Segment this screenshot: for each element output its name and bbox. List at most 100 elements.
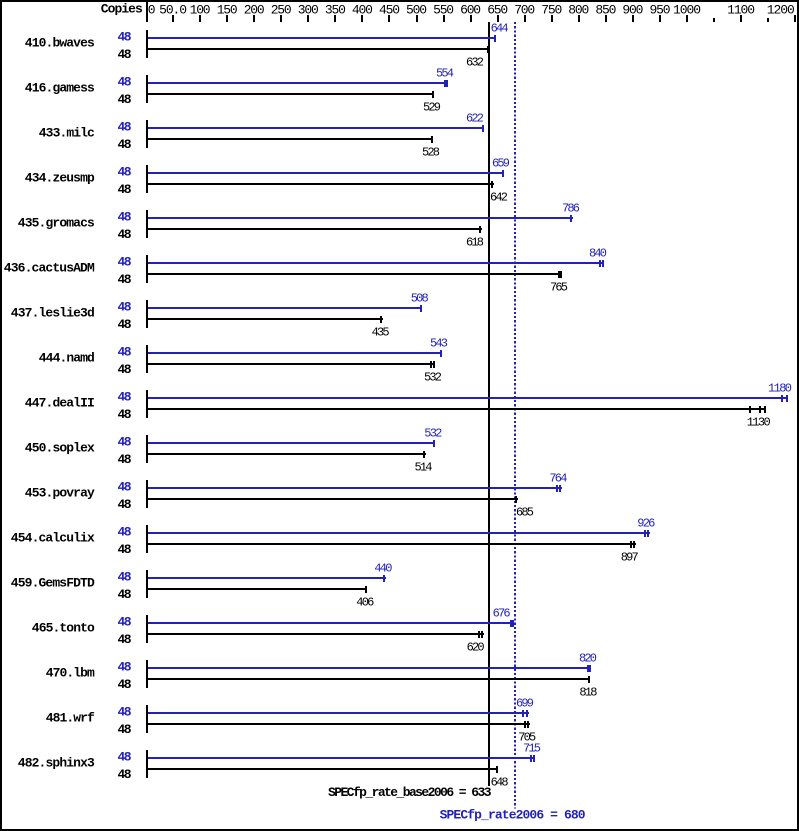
svg-text:532: 532 xyxy=(424,427,442,441)
svg-text:435: 435 xyxy=(372,325,390,339)
svg-text:48: 48 xyxy=(118,722,132,737)
svg-text:48: 48 xyxy=(118,75,132,90)
svg-text:765: 765 xyxy=(550,280,568,294)
svg-text:48: 48 xyxy=(118,767,132,782)
svg-text:100: 100 xyxy=(190,2,211,17)
svg-text:48: 48 xyxy=(118,317,132,332)
svg-text:433.milc: 433.milc xyxy=(39,126,95,141)
svg-text:48: 48 xyxy=(118,92,132,107)
svg-text:1130: 1130 xyxy=(747,415,771,429)
svg-text:50.0: 50.0 xyxy=(159,2,187,17)
svg-text:632: 632 xyxy=(466,55,484,69)
svg-text:644: 644 xyxy=(491,22,509,36)
svg-text:48: 48 xyxy=(118,677,132,692)
svg-text:528: 528 xyxy=(422,145,440,159)
svg-text:620: 620 xyxy=(467,640,485,654)
svg-text:48: 48 xyxy=(118,47,132,62)
svg-text:300: 300 xyxy=(298,2,319,17)
svg-text:Copies: Copies xyxy=(101,2,143,17)
svg-text:48: 48 xyxy=(118,165,132,180)
svg-text:0: 0 xyxy=(148,2,156,17)
svg-text:482.sphinx3: 482.sphinx3 xyxy=(18,756,95,771)
svg-text:750: 750 xyxy=(541,2,562,17)
svg-text:48: 48 xyxy=(118,362,132,377)
svg-text:450: 450 xyxy=(379,2,400,17)
svg-text:48: 48 xyxy=(118,570,132,585)
svg-text:764: 764 xyxy=(549,472,567,486)
svg-text:437.leslie3d: 437.leslie3d xyxy=(11,306,95,321)
svg-text:508: 508 xyxy=(411,292,429,306)
svg-text:648: 648 xyxy=(491,775,509,789)
svg-text:48: 48 xyxy=(118,497,132,512)
svg-text:48: 48 xyxy=(118,227,132,242)
svg-text:850: 850 xyxy=(595,2,616,17)
svg-text:900: 900 xyxy=(622,2,643,17)
svg-text:48: 48 xyxy=(118,390,132,405)
svg-text:48: 48 xyxy=(118,452,132,467)
svg-text:950: 950 xyxy=(650,2,671,17)
svg-text:48: 48 xyxy=(118,407,132,422)
svg-text:554: 554 xyxy=(436,67,454,81)
svg-text:48: 48 xyxy=(118,587,132,602)
svg-text:48: 48 xyxy=(118,632,132,647)
svg-text:481.wrf: 481.wrf xyxy=(46,711,95,726)
svg-text:440: 440 xyxy=(374,562,392,576)
svg-text:926: 926 xyxy=(637,517,655,531)
svg-text:48: 48 xyxy=(118,542,132,557)
svg-text:618: 618 xyxy=(466,235,484,249)
svg-text:48: 48 xyxy=(118,272,132,287)
svg-text:600: 600 xyxy=(460,2,481,17)
svg-text:840: 840 xyxy=(589,247,607,261)
svg-text:48: 48 xyxy=(118,137,132,152)
svg-text:48: 48 xyxy=(118,435,132,450)
svg-text:48: 48 xyxy=(118,750,132,765)
svg-text:436.cactusADM: 436.cactusADM xyxy=(4,261,95,276)
svg-text:434.zeusmp: 434.zeusmp xyxy=(25,171,95,186)
svg-text:1200: 1200 xyxy=(767,2,795,17)
svg-text:820: 820 xyxy=(579,652,597,666)
svg-text:444.namd: 444.namd xyxy=(39,351,95,366)
svg-text:SPECfp_rate2006 = 680: SPECfp_rate2006 = 680 xyxy=(440,808,586,823)
svg-text:532: 532 xyxy=(424,370,442,384)
svg-text:48: 48 xyxy=(118,480,132,495)
svg-text:685: 685 xyxy=(516,505,534,519)
svg-text:700: 700 xyxy=(514,2,535,17)
svg-text:SPECfp_rate_base2006 = 633: SPECfp_rate_base2006 = 633 xyxy=(328,785,492,800)
svg-text:150: 150 xyxy=(217,2,238,17)
svg-text:659: 659 xyxy=(492,157,510,171)
svg-text:454.calculix: 454.calculix xyxy=(11,531,95,546)
svg-text:676: 676 xyxy=(493,607,511,621)
svg-text:550: 550 xyxy=(433,2,454,17)
svg-text:514: 514 xyxy=(415,460,433,474)
svg-text:48: 48 xyxy=(118,615,132,630)
svg-text:250: 250 xyxy=(271,2,292,17)
svg-text:1180: 1180 xyxy=(768,382,792,396)
svg-text:529: 529 xyxy=(423,100,441,114)
svg-text:470.lbm: 470.lbm xyxy=(46,666,95,681)
svg-text:1000: 1000 xyxy=(673,2,701,17)
svg-text:800: 800 xyxy=(568,2,589,17)
svg-text:715: 715 xyxy=(523,742,541,756)
svg-text:818: 818 xyxy=(579,685,597,699)
svg-text:453.povray: 453.povray xyxy=(25,486,95,501)
svg-text:48: 48 xyxy=(118,255,132,270)
svg-text:400: 400 xyxy=(352,2,373,17)
svg-text:406: 406 xyxy=(356,595,374,609)
svg-text:447.dealII: 447.dealII xyxy=(25,396,95,411)
svg-text:650: 650 xyxy=(487,2,508,17)
svg-text:200: 200 xyxy=(244,2,265,17)
svg-text:48: 48 xyxy=(118,705,132,720)
svg-text:699: 699 xyxy=(516,697,534,711)
svg-text:1100: 1100 xyxy=(727,2,755,17)
svg-text:48: 48 xyxy=(118,525,132,540)
svg-text:48: 48 xyxy=(118,120,132,135)
svg-text:543: 543 xyxy=(430,337,448,351)
svg-text:416.gamess: 416.gamess xyxy=(25,81,95,96)
svg-text:500: 500 xyxy=(406,2,427,17)
svg-text:410.bwaves: 410.bwaves xyxy=(25,36,95,51)
svg-text:435.gromacs: 435.gromacs xyxy=(18,216,95,231)
svg-text:622: 622 xyxy=(466,112,484,126)
svg-text:48: 48 xyxy=(118,345,132,360)
svg-text:48: 48 xyxy=(118,182,132,197)
svg-text:450.soplex: 450.soplex xyxy=(25,441,95,456)
